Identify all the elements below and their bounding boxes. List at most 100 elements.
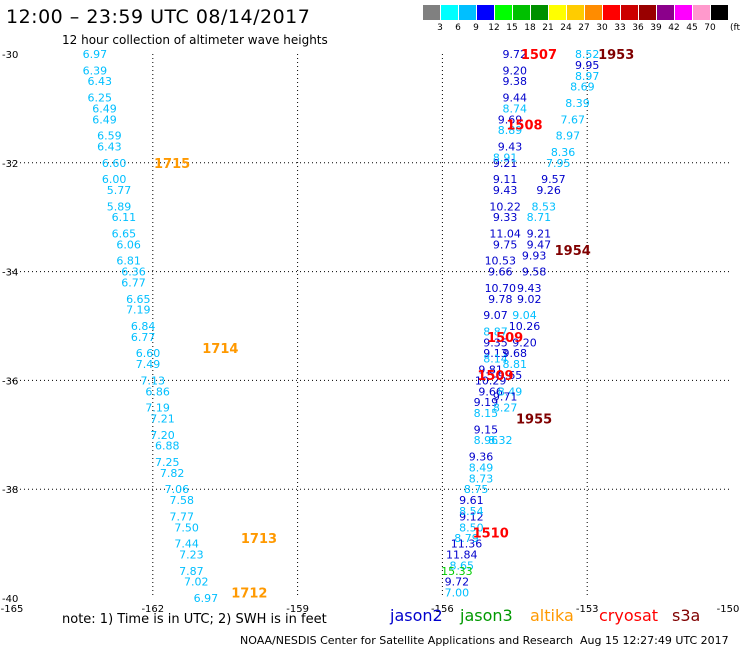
wave-height-point: 8.79 [454,532,479,545]
wave-height-point: 9.19 [474,396,499,409]
color-scale-unit: (ft) [730,23,740,33]
wave-height-point: 9.57 [541,173,566,186]
wave-height-point: 9.02 [517,293,542,306]
legend-jason2: jason2 [390,606,443,625]
wave-height-point: 8.15 [474,407,499,420]
pass-time-label: 1714 [202,342,238,357]
wave-height-point: 9.38 [503,75,528,88]
legend-altika: altika [530,606,574,625]
color-scale-swatch [710,5,728,20]
wave-height-point: 7.67 [560,113,585,126]
y-tick-label: -40 [2,594,18,605]
wave-height-point: 8.91 [493,151,518,164]
wave-height-point: 9.65 [498,369,523,382]
color-scale-swatch [548,5,566,20]
x-tick-label: -150 [717,604,740,615]
color-scale-label: 21 [542,23,554,33]
wave-height-point: 9.58 [522,266,547,279]
wave-height-point: 6.43 [97,140,122,153]
wave-height-point: 7.44 [174,538,199,551]
wave-height-point: 9.44 [503,92,528,105]
color-scale-swatch [440,5,458,20]
y-tick-label: -30 [2,50,18,61]
pass-time-label: 1713 [241,532,277,547]
wave-height-point: 6.25 [87,92,112,105]
wave-height-point: 6.88 [155,440,180,453]
x-tick-label: -165 [1,604,24,615]
wave-height-point: 8.52 [575,48,600,61]
wave-height-point: 9.72 [503,48,528,61]
wave-height-point: 9.20 [503,64,528,77]
pass-time-label: 1509 [477,369,513,384]
pass-time-label: 1509 [487,331,523,346]
wave-height-point: 6.06 [116,238,141,251]
color-scale-swatch [692,5,710,20]
wave-height-point: 9.26 [536,184,561,197]
color-scale-swatch [602,5,620,20]
wave-height-point: 8.73 [469,472,494,485]
wave-height-point: 9.69 [498,113,523,126]
color-scale-label: 45 [686,23,698,33]
wave-height-point: 11.04 [489,228,521,241]
color-scale-label: 33 [614,23,626,33]
x-tick-label: -156 [431,604,454,615]
wave-height-point: 8.97 [556,130,581,143]
wave-height-point: 7.87 [179,565,204,578]
wave-height-point: 6.65 [126,293,151,306]
wave-height-point: 8.97 [575,70,600,83]
wave-height-point: 8.96 [474,434,499,447]
color-scale-label: 39 [650,23,662,33]
wave-height-point: 8.54 [459,505,484,518]
wave-height-point: 6.43 [87,75,112,88]
color-scale-swatch [656,5,674,20]
color-scale-label: 70 [704,23,716,33]
wave-height-point: 5.89 [107,200,132,213]
wave-height-point: 9.07 [483,309,508,322]
wave-height-point: 8.49 [498,385,523,398]
wave-height-point: 9.36 [469,451,494,464]
color-scale-swatch [458,5,476,20]
color-scale-swatch [494,5,512,20]
pass-time-label: 1715 [154,157,190,172]
wave-height-point: 6.77 [131,331,156,344]
wave-height-point: 7.19 [126,304,151,317]
wave-height-point: 10.26 [509,320,541,333]
wave-height-point: 6.77 [121,276,146,289]
wave-height-point: 9.81 [478,364,503,377]
wave-height-point: 9.93 [522,249,547,262]
wave-height-point: 7.25 [155,456,180,469]
color-scale-swatch [422,5,440,20]
y-tick-label: -38 [2,485,18,496]
pass-time-label: 1955 [516,412,552,427]
wave-height-point: 6.11 [112,211,137,224]
wave-height-point: 6.00 [102,173,127,186]
wave-height-point: 9.04 [512,309,537,322]
wave-height-point: 9.71 [493,391,518,404]
footer-timestamp: Aug 15 12:27:49 UTC 2017 [580,634,729,647]
color-scale-label: 30 [596,23,608,33]
wave-height-point: 9.72 [445,576,470,589]
wave-height-point: 7.49 [136,358,161,371]
wave-height-point: 6.84 [131,320,156,333]
wave-height-point: 9.11 [493,173,518,186]
wave-height-point: 7.95 [546,157,571,170]
color-scale-label: 9 [473,23,479,33]
wave-height-point: 6.39 [83,64,108,77]
wave-height-point: 8.71 [527,211,552,224]
color-scale-label: 12 [488,23,500,33]
wave-height-point: 8.81 [503,358,528,371]
wave-height-point: 8.65 [449,559,474,572]
wave-height-point: 8.75 [464,483,489,496]
wave-height-point: 9.43 [517,282,542,295]
x-tick-label: -159 [286,604,309,615]
wave-height-point: 11.36 [451,538,483,551]
page-title: 12:00 – 23:59 UTC 08/14/2017 [6,6,311,28]
color-scale-label: 27 [578,23,590,33]
footer-note: note: 1) Time is in UTC; 2) SWH is in fe… [62,612,327,627]
wave-height-point: 9.43 [493,184,518,197]
wave-height-point: 6.59 [97,130,122,143]
wave-height-point: 9.68 [503,347,528,360]
wave-height-point: 15.33 [441,565,473,578]
color-scale-swatch [512,5,530,20]
y-tick-label: -36 [2,376,18,387]
